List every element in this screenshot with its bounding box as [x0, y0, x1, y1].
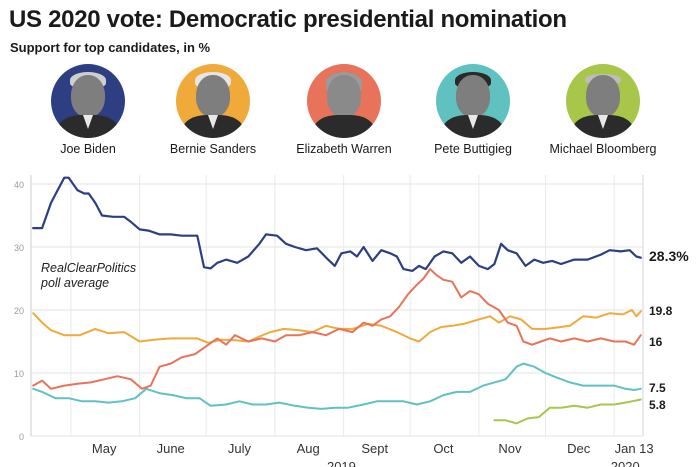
- x-tick-label: Sept: [361, 441, 388, 456]
- x-tick-label: Nov: [498, 441, 522, 456]
- source-note-line2: poll average: [41, 276, 110, 290]
- buttigieg-avatar: [436, 64, 510, 138]
- y-tick-label: 30: [14, 243, 24, 253]
- end-value-label-joe-biden: 28.3%: [649, 248, 689, 264]
- head-shape: [327, 75, 361, 117]
- y-tick-label: 0: [19, 432, 24, 442]
- candidate-buttigieg: Pete Buttigieg: [408, 64, 538, 156]
- candidate-name: Bernie Sanders: [169, 142, 257, 156]
- source-note: RealClearPolitics poll average: [41, 261, 136, 291]
- sanders-avatar: [176, 64, 250, 138]
- candidate-name: Elizabeth Warren: [296, 142, 392, 156]
- bloomberg-avatar: [566, 64, 640, 138]
- warren-avatar: [307, 64, 381, 138]
- collar-shape: [83, 115, 93, 129]
- candidate-biden: Joe Biden: [23, 64, 153, 156]
- y-tick-label: 20: [14, 306, 24, 316]
- head-shape: [71, 75, 105, 117]
- candidate-name: Michael Bloomberg: [549, 142, 657, 156]
- end-value-label-elizabeth-warren: 16: [649, 335, 663, 349]
- y-tick-label: 40: [14, 180, 24, 190]
- end-value-label-pete-buttigieg: 7.5: [649, 381, 666, 395]
- series-line-pete-buttigieg: [32, 362, 642, 410]
- x-tick-label: May: [92, 441, 117, 456]
- candidate-name: Joe Biden: [60, 142, 116, 156]
- collar-shape: [208, 115, 218, 129]
- source-note-line1: RealClearPolitics: [41, 261, 137, 275]
- x-tick-label: Aug: [297, 441, 320, 456]
- series-line-michael-bloomberg: [493, 398, 642, 425]
- page-title: US 2020 vote: Democratic presidential no…: [9, 6, 567, 33]
- collar-shape: [598, 115, 608, 129]
- head-shape: [586, 75, 620, 117]
- body-shape: [314, 115, 374, 138]
- x-tick-label: Oct: [433, 441, 454, 456]
- candidate-name: Pete Buttigieg: [434, 142, 512, 156]
- page-subtitle: Support for top candidates, in %: [10, 40, 211, 55]
- end-value-label-bernie-sanders: 19.8: [649, 304, 673, 318]
- x-tick-label: July: [228, 441, 252, 456]
- year-label-2019: 2019: [327, 459, 356, 467]
- biden-avatar: [51, 64, 125, 138]
- candidate-sanders: Bernie Sanders: [148, 64, 278, 156]
- head-shape: [196, 75, 230, 117]
- head-shape: [456, 75, 490, 117]
- year-label-2020: 2020: [611, 459, 640, 467]
- series-line-joe-biden: [32, 176, 642, 272]
- candidate-bloomberg: Michael Bloomberg: [538, 64, 668, 156]
- x-tick-label: Dec: [567, 441, 591, 456]
- end-value-label-michael-bloomberg: 5.8: [649, 398, 666, 412]
- x-tick-label: June: [157, 441, 185, 456]
- series-line-elizabeth-warren: [32, 268, 642, 390]
- candidate-warren: Elizabeth Warren: [279, 64, 409, 156]
- x-tick-label: Jan 13: [615, 441, 654, 456]
- line-chart: 0 10 20 30 40 May June July Aug Sept Oct Nov Dec Jan …: [14, 175, 689, 467]
- y-tick-label: 10: [14, 369, 24, 379]
- collar-shape: [468, 115, 478, 129]
